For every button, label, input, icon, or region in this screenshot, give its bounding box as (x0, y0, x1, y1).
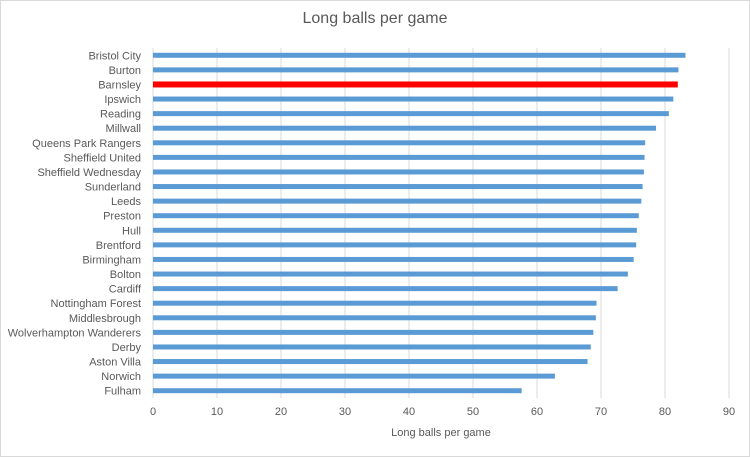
bar-aston-villa (153, 359, 588, 365)
category-label: Ipswich (104, 94, 141, 106)
bar-nottingham-forest (153, 300, 597, 306)
category-label: Norwich (101, 371, 141, 383)
category-label: Hull (122, 225, 141, 237)
category-label: Sheffield Wednesday (37, 167, 141, 179)
category-label: Burton (109, 65, 141, 77)
category-label: Reading (100, 109, 141, 121)
bar-cardiff (153, 286, 618, 292)
x-tick-label: 0 (150, 406, 156, 418)
bar-hull (153, 227, 637, 233)
bar-reading (153, 111, 669, 117)
x-tick-label: 80 (659, 406, 671, 418)
bar-queens-park-rangers (153, 140, 646, 146)
bar-bristol-city (153, 52, 686, 58)
category-label: Birmingham (82, 254, 141, 266)
category-label: Bolton (110, 269, 141, 281)
category-label: Cardiff (109, 284, 142, 296)
category-label: Queens Park Rangers (32, 138, 141, 150)
x-tick-label: 50 (467, 406, 479, 418)
category-label: Nottingham Forest (51, 298, 141, 310)
chart-title: Long balls per game (302, 10, 448, 27)
x-tick-label: 60 (531, 406, 543, 418)
bar-middlesbrough (153, 315, 596, 321)
bars (153, 52, 686, 394)
bar-fulham (153, 388, 522, 394)
bar-leeds (153, 198, 642, 204)
category-labels: Bristol City Burton Barnsley Ipswich Reading… (8, 50, 142, 397)
category-label: Bristol City (88, 50, 141, 62)
category-label: Brentford (96, 240, 141, 252)
x-tick-label: 40 (403, 406, 415, 418)
bar-birmingham (153, 256, 634, 262)
x-axis-title: Long balls per game (391, 427, 491, 439)
bar-preston (153, 213, 639, 219)
bar-derby (153, 344, 591, 350)
bar-sheffield-wednesday (153, 169, 644, 175)
bar-sheffield-united (153, 154, 645, 160)
category-label: Sunderland (85, 182, 141, 194)
bar-brentford (153, 242, 637, 248)
x-tick-label: 10 (211, 406, 223, 418)
x-tick-label: 90 (723, 406, 735, 418)
category-label: Aston Villa (89, 357, 142, 369)
bar-wolverhampton-wanderers (153, 329, 594, 335)
x-tick-label: 30 (339, 406, 351, 418)
bar-bolton (153, 271, 628, 277)
bar-burton (153, 67, 679, 73)
category-label: Wolverhampton Wanderers (8, 327, 142, 339)
bar-barnsley (153, 81, 678, 88)
category-label: Leeds (111, 196, 141, 208)
x-tick-label: 70 (595, 406, 607, 418)
x-tick-labels: 0 10 20 30 40 50 60 70 80 90 (150, 406, 735, 418)
x-tick-label: 20 (275, 406, 287, 418)
bar-ipswich (153, 96, 674, 102)
category-label: Preston (103, 211, 141, 223)
bar-norwich (153, 373, 555, 379)
bar-millwall (153, 125, 657, 131)
category-label: Barnsley (98, 79, 141, 91)
category-label: Sheffield United (64, 152, 141, 164)
category-label: Derby (112, 342, 142, 354)
bar-sunderland (153, 184, 643, 190)
category-label: Fulham (104, 386, 141, 398)
category-label: Millwall (106, 123, 141, 135)
grid-lines (152, 48, 730, 398)
category-label: Middlesbrough (69, 313, 141, 325)
